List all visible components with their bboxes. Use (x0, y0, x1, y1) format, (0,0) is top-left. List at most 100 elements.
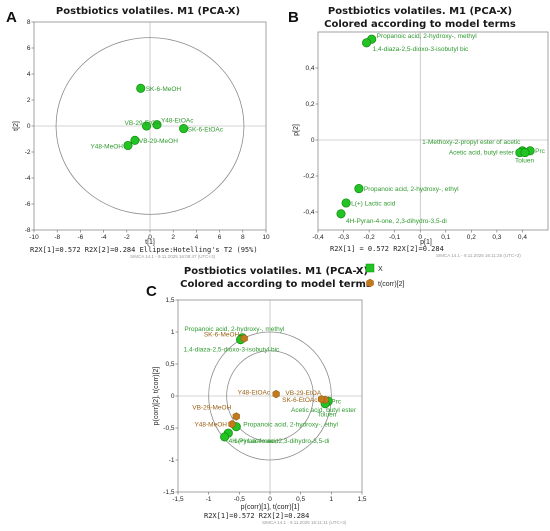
score-point (152, 120, 162, 130)
score-point-label: SK-6-MeOH (146, 86, 182, 93)
loading-point (336, 209, 346, 219)
panel-c-xtick-label: 1,5 (357, 496, 366, 503)
x-variable-label: Acetic acid, butyl ester (291, 407, 357, 414)
panel-c-subtitle: Colored according to model terms (180, 279, 372, 290)
panel-b-letter: B (288, 9, 299, 26)
panel-b-subtitle: Colored according to model terms (324, 19, 516, 30)
correlation-circle (208, 331, 332, 461)
tcorr-point-label: VB-29-EtOA (285, 390, 321, 397)
panel-a-xtick-label: -4 (101, 234, 107, 241)
score-point (123, 140, 133, 151)
panel-b-plot-frame (317, 31, 549, 231)
panel-b-xtick-label: 0,3 (492, 234, 501, 241)
x-variable-label: Prc (331, 399, 342, 406)
panel-c-title: Postbiotics volatiles. M1 (PCA-X) (184, 266, 368, 277)
panel-b-simca: SIMCA 14.1 - 9.11.2025 16:11:25 (UTC+3) (436, 253, 521, 258)
legend-x-swatch (365, 263, 375, 273)
panel-a-xtick-label: 0 (148, 234, 152, 241)
panel-b-xtick-label: -0,1 (389, 234, 401, 241)
panel-a-ytick-label: 6 (27, 45, 31, 52)
panel-b-xtick-label: -0,2 (364, 234, 376, 241)
panel-a-footer: R2X[1]=0.572 R2X[2]=0.284 Ellipse:Hotell… (30, 246, 258, 254)
x-variable-label: L(+) Lactic acid (234, 438, 279, 445)
panel-b-ytick-label: -0,2 (303, 173, 315, 180)
tcorr-point-label: SK-6-EtOAc (282, 397, 318, 404)
panel-c-ytick-label: 1,5 (165, 297, 174, 304)
panel-c-xtick-label: -0,5 (234, 496, 246, 503)
loading-point-label: Propanoic acid, 2-hydroxy-, ethyl (364, 186, 459, 193)
panel-c-xtick-label: -1 (206, 496, 212, 503)
loading-point-label: Prc (535, 148, 546, 155)
panel-c-legend: X t(corr)[2] (365, 263, 405, 288)
score-point-label: Y48-MeOH (90, 144, 123, 151)
x-variable-point (220, 432, 230, 442)
panel-c-xtick-label: 0,5 (296, 496, 305, 503)
panel-b-ytick-label: 0,2 (305, 101, 314, 108)
loading-point-label: Acetic acid, butyl ester (449, 150, 515, 157)
panel-a-ytick-label: 4 (27, 71, 31, 78)
panel-c-ytick-label: 1 (171, 329, 175, 336)
panel-a-xtick-label: -8 (54, 234, 60, 241)
panel-b-ytick-label: -0,4 (303, 209, 315, 216)
loading-point-label: L(+) Lactic acid (351, 201, 396, 208)
legend-tcorr-swatch (366, 278, 374, 288)
tcorr-point-label: SK-6-MeOH (204, 331, 240, 338)
panel-a-ytick-label: 8 (27, 19, 31, 26)
panel-a-ylabel: t[2] (13, 121, 20, 131)
panel-c-xtick-label: 1 (330, 496, 334, 503)
panel-b-xtick-label: -0,3 (338, 234, 350, 241)
panel-c-simca: SIMCA 14.1 - 9.11.2025 16:11:11 (UTC+3) (262, 520, 347, 525)
panel-c-ytick-label: 0,5 (165, 361, 174, 368)
panel-a-xtick-label: 10 (262, 234, 270, 241)
panel-a-xtick-label: 4 (195, 234, 199, 241)
tcorr-point-label: Y48-EtOAc (238, 390, 271, 397)
panel-a-xtick-label: -10 (29, 234, 39, 241)
panel-c-ytick-label: -1 (169, 457, 175, 464)
tcorr-point (272, 389, 280, 399)
panel-a-ytick-label: -6 (25, 201, 31, 208)
panel-a-ytick-label: 2 (27, 97, 31, 104)
tcorr-point (240, 334, 248, 343)
panel-b-xtick-label: 0,4 (518, 234, 527, 241)
x-variable-label: 1,4-diaza-2,5-dioxo-3-isobutyl bic (184, 347, 280, 354)
panel-a-xtick-label: 6 (218, 234, 222, 241)
panel-c-letter: C (146, 283, 157, 300)
loading-point-label: 4H-Pyran-4-one, 2,3-dihydro-3,5-di (346, 218, 447, 225)
panel-c-xtick-label: -1,5 (172, 496, 184, 503)
score-point (130, 135, 140, 145)
panel-b-xtick-label: 0,1 (441, 234, 450, 241)
panel-b-title: Postbiotics volatiles. M1 (PCA-X) (328, 6, 512, 17)
score-point-label: Y48-EtOAc (161, 118, 194, 125)
panel-a-simca: SIMCA 14.1 - 9.11.2025 16:08:47 (UTC+3) (130, 254, 216, 259)
tcorr-point (232, 412, 240, 421)
panel-b-ytick-label: 0 (311, 137, 315, 144)
loading-point (520, 148, 530, 158)
panel-b-xtick-label: 0 (418, 234, 422, 241)
panel-c: C Postbiotics volatiles. M1 (PCA-X) Colo… (146, 263, 405, 525)
loading-point-label: 1,4-diaza-2,5-dioxo-3-isobutyl bic (373, 46, 469, 53)
tcorr-point-label: VB-29-MeOH (192, 404, 231, 411)
loading-point-label: 1-Methoxy-2-propyl ester of acetic (422, 139, 521, 146)
panel-a-ytick-label: -2 (25, 149, 31, 156)
panel-a-xtick-label: 8 (241, 234, 245, 241)
panel-a: A Postbiotics volatiles. M1 (PCA-X) t[1]… (6, 6, 270, 259)
score-point-label: VB-29-MeOH (139, 138, 178, 145)
x-variable-label: 4H-Pyran-4-one, 2,3-dihydro-3,5-di (229, 438, 330, 445)
x-variable-label: Propanoic acid, 2-hydroxy-, ethyl (243, 422, 338, 429)
panel-a-xlabel: t[1] (145, 239, 155, 246)
tcorr-point (228, 420, 236, 429)
panel-c-ytick-label: -0,5 (163, 425, 175, 432)
panel-c-ytick-label: -1,5 (163, 489, 175, 496)
score-point (179, 124, 189, 134)
loading-point (341, 198, 351, 208)
panel-c-ytick-label: 0 (171, 393, 175, 400)
panel-b-ylabel: p[2] (293, 124, 300, 136)
score-point (141, 121, 152, 131)
tcorr-point-label: Y48-MeOH (194, 422, 227, 429)
hotelling-ellipse (55, 37, 245, 215)
panel-a-xtick-label: 2 (171, 234, 175, 241)
x-variable-label: Propanoic acid, 2-hydroxy-, methyl (184, 326, 285, 333)
panel-a-letter: A (6, 9, 17, 26)
tcorr-point (317, 395, 326, 404)
panel-a-xtick-label: -2 (124, 234, 130, 241)
